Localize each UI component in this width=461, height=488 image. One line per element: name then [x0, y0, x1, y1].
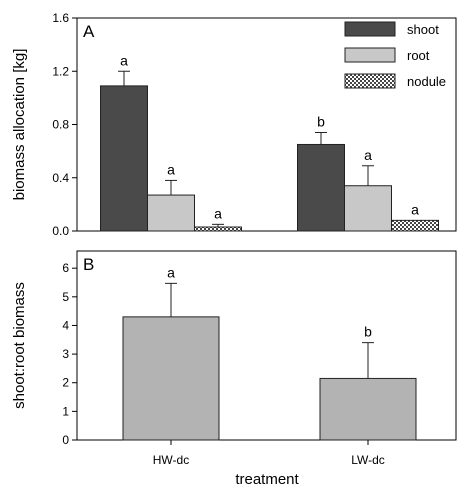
y-tick-label-B: 1 [62, 404, 69, 418]
y-tick-label-B: 6 [62, 261, 69, 275]
legend-swatch-shoot [344, 21, 396, 37]
y-tick-label-B: 4 [62, 318, 69, 332]
significance-label: a [167, 264, 175, 280]
panel-label-B: B [83, 255, 94, 274]
bar-B-value-HW-dc [122, 316, 220, 441]
bar-A-nodule-LW-dc [391, 219, 439, 232]
legend-label-root: root [407, 48, 430, 63]
legend-swatch-root [344, 47, 396, 63]
y-tick-label-B: 0 [62, 433, 69, 447]
x-axis-title: treatment [235, 471, 299, 488]
y-tick-label-A: 1.2 [52, 64, 69, 78]
panel-label-A: A [83, 22, 95, 41]
y-tick-label-A: 0.4 [52, 171, 69, 185]
significance-label: a [214, 205, 222, 221]
significance-label: a [364, 147, 372, 163]
x-tick-label: LW-dc [351, 453, 385, 467]
y-tick-label-B: 3 [62, 347, 69, 361]
x-tick-label: HW-dc [153, 453, 189, 467]
significance-label: a [411, 201, 419, 217]
significance-label: a [167, 161, 175, 177]
y-tick-label-A: 1.6 [52, 11, 69, 25]
y-tick-label-B: 2 [62, 376, 69, 390]
bar-A-shoot-HW-dc [100, 85, 148, 232]
y-tick-label-B: 5 [62, 290, 69, 304]
y-axis-title-A: biomass allocation [kg] [11, 49, 28, 201]
y-tick-label-A: 0.0 [52, 224, 69, 238]
bar-B-value-LW-dc [319, 377, 417, 441]
significance-label: a [120, 52, 128, 68]
bar-A-root-HW-dc [147, 194, 195, 232]
bar-A-root-LW-dc [344, 185, 392, 232]
legend-swatch-nodule [344, 73, 396, 89]
bar-A-nodule-HW-dc [194, 226, 242, 232]
y-tick-label-A: 0.8 [52, 118, 69, 132]
legend-label-shoot: shoot [407, 22, 439, 37]
y-axis-title-B: shoot:root biomass [11, 282, 28, 409]
plot-frame-B [76, 250, 457, 441]
significance-label: b [317, 113, 325, 129]
bar-A-shoot-LW-dc [297, 143, 345, 232]
legend-label-nodule: nodule [407, 74, 446, 89]
significance-label: b [364, 324, 372, 340]
